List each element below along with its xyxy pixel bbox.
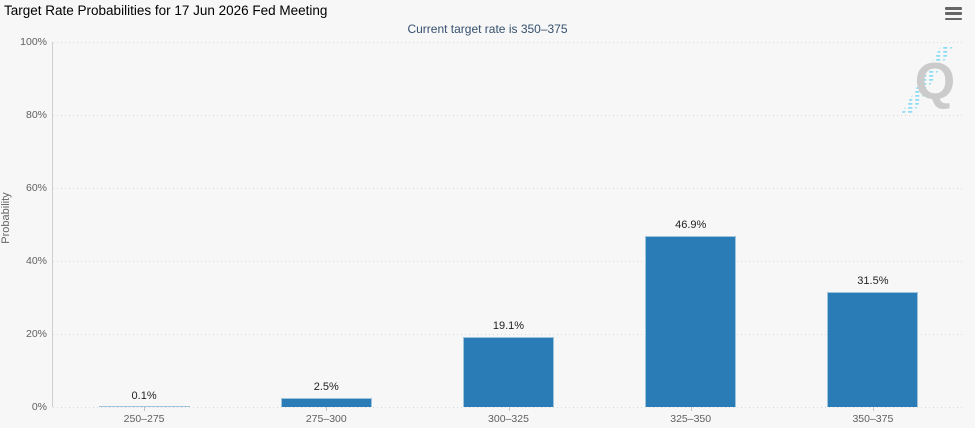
probability-bar[interactable] [463,337,554,407]
x-axis-tick [872,407,874,411]
x-axis-category-label: 250–275 [123,413,165,425]
bar-value-label: 2.5% [313,380,339,393]
y-axis-tick-label: 20% [25,328,47,340]
y-gridline [53,187,963,189]
hamburger-line [945,17,962,20]
probability-bar[interactable] [827,292,919,407]
hamburger-line [945,7,962,10]
x-axis-tick [508,407,510,411]
x-axis-tick [690,407,692,411]
chart-title: Target Rate Probabilities for 17 Jun 202… [4,3,328,18]
y-axis-tick-label: 60% [25,182,47,194]
plot-area: Probability 0% 20% 40% 60% 80% 100% 0.1% 250–27… [0,36,963,425]
y-axis-tick-label: 0% [31,401,47,413]
x-axis-tick [144,407,146,411]
probability-bar[interactable] [98,406,190,407]
bar-value-label: 19.1% [492,320,525,333]
hamburger-menu-icon[interactable] [945,7,962,20]
x-axis-category-label: 275–300 [305,413,347,425]
y-axis-tick-label: 80% [25,109,47,121]
chart-subtitle: Current target rate is 350–375 [407,22,568,36]
x-axis-category-label: 300–325 [488,413,529,425]
x-axis-tick [326,407,328,411]
hamburger-line [945,12,962,15]
y-gridline [53,41,963,43]
bar-value-label: 0.1% [131,389,157,402]
x-axis-category-label: 325–350 [670,413,712,425]
probability-bar[interactable] [280,397,372,407]
x-axis-category-label: 350–375 [852,413,894,425]
y-gridline [53,406,963,408]
y-axis-tick-label: 40% [25,255,47,267]
bar-value-label: 31.5% [857,275,889,288]
y-gridline [53,333,963,335]
y-gridline [53,260,963,262]
bar-value-label: 46.9% [675,218,707,231]
y-axis-tick-label: 100% [20,36,47,48]
y-gridline [53,114,963,116]
probability-bar[interactable] [645,235,737,407]
